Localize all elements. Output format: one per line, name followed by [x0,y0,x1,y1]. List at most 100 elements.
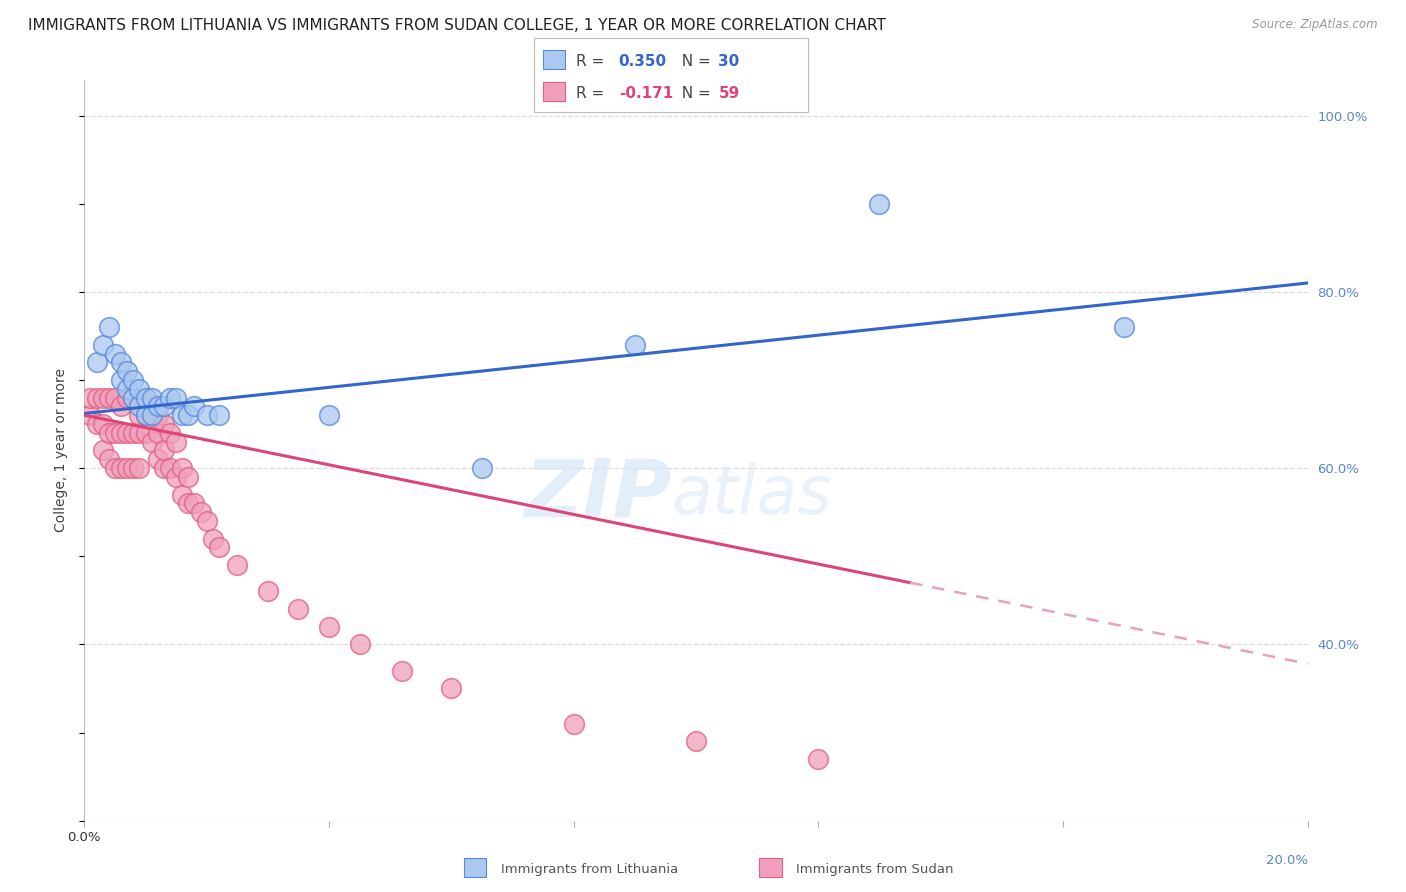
Point [91,443,114,458]
Point [287,602,309,616]
Point [159,461,181,475]
Point [869,196,891,211]
Text: N =: N = [672,87,716,101]
Point [86,391,108,405]
Point [1114,320,1136,334]
Point [165,434,187,449]
Text: Immigrants from Sudan: Immigrants from Sudan [796,863,953,876]
Point [146,452,169,467]
Text: ZIP: ZIP [524,456,672,534]
Point [195,408,218,422]
Point [110,400,132,414]
Point [97,320,120,334]
Point [110,373,132,387]
Point [91,391,114,405]
Point [110,425,132,440]
Point [177,496,200,510]
Text: N =: N = [672,54,716,69]
Point [79,391,101,405]
Text: atlas: atlas [672,462,832,528]
Point [349,637,371,651]
Point [807,752,830,766]
Point [115,382,138,396]
Point [165,470,187,484]
Point [153,417,176,431]
Point [128,461,150,475]
Point [226,558,249,572]
Point [110,461,132,475]
Point [110,355,132,369]
Point [122,461,145,475]
Point [115,364,138,378]
Point [86,355,108,369]
Text: 30: 30 [718,54,740,69]
Point [172,408,194,422]
Point [318,620,340,634]
Point [153,400,176,414]
Point [115,391,138,405]
Point [104,461,127,475]
Point [177,408,200,422]
Point [153,443,176,458]
Point [91,417,114,431]
Point [146,400,169,414]
Point [685,734,707,748]
Text: -0.171: -0.171 [619,87,673,101]
Text: IMMIGRANTS FROM LITHUANIA VS IMMIGRANTS FROM SUDAN COLLEGE, 1 YEAR OR MORE CORRE: IMMIGRANTS FROM LITHUANIA VS IMMIGRANTS … [28,18,886,33]
Point [135,408,157,422]
Point [190,505,212,519]
Point [128,408,150,422]
Point [141,408,163,422]
Point [183,496,205,510]
Point [440,681,463,696]
Point [97,425,120,440]
Point [208,541,231,555]
Point [86,417,108,431]
Y-axis label: College, 1 year or more: College, 1 year or more [55,368,69,533]
Text: R =: R = [576,87,610,101]
Point [135,391,157,405]
Point [208,408,231,422]
Text: 0.350: 0.350 [619,54,666,69]
Text: 20.0%: 20.0% [1265,854,1308,867]
Point [172,461,194,475]
Point [135,391,157,405]
Point [141,391,163,405]
Point [159,425,181,440]
Point [141,408,163,422]
Point [257,584,280,599]
Point [201,532,224,546]
Point [562,716,585,731]
Point [128,400,150,414]
Point [97,452,120,467]
Point [153,461,176,475]
Point [122,391,145,405]
Point [624,337,647,351]
Text: R =: R = [576,54,610,69]
Point [183,400,205,414]
Text: Immigrants from Lithuania: Immigrants from Lithuania [501,863,678,876]
Point [122,425,145,440]
Point [104,346,127,360]
Point [391,664,413,678]
Point [318,408,340,422]
Text: 59: 59 [718,87,740,101]
Point [195,514,218,528]
Point [115,461,138,475]
Text: Source: ZipAtlas.com: Source: ZipAtlas.com [1253,18,1378,31]
Point [104,425,127,440]
Point [165,391,187,405]
Point [115,425,138,440]
Point [172,487,194,501]
Point [104,391,127,405]
Point [471,461,494,475]
Point [79,408,101,422]
Point [135,425,157,440]
Point [97,391,120,405]
Point [177,470,200,484]
Point [122,391,145,405]
Point [146,425,169,440]
Point [146,408,169,422]
Point [122,373,145,387]
Point [141,434,163,449]
